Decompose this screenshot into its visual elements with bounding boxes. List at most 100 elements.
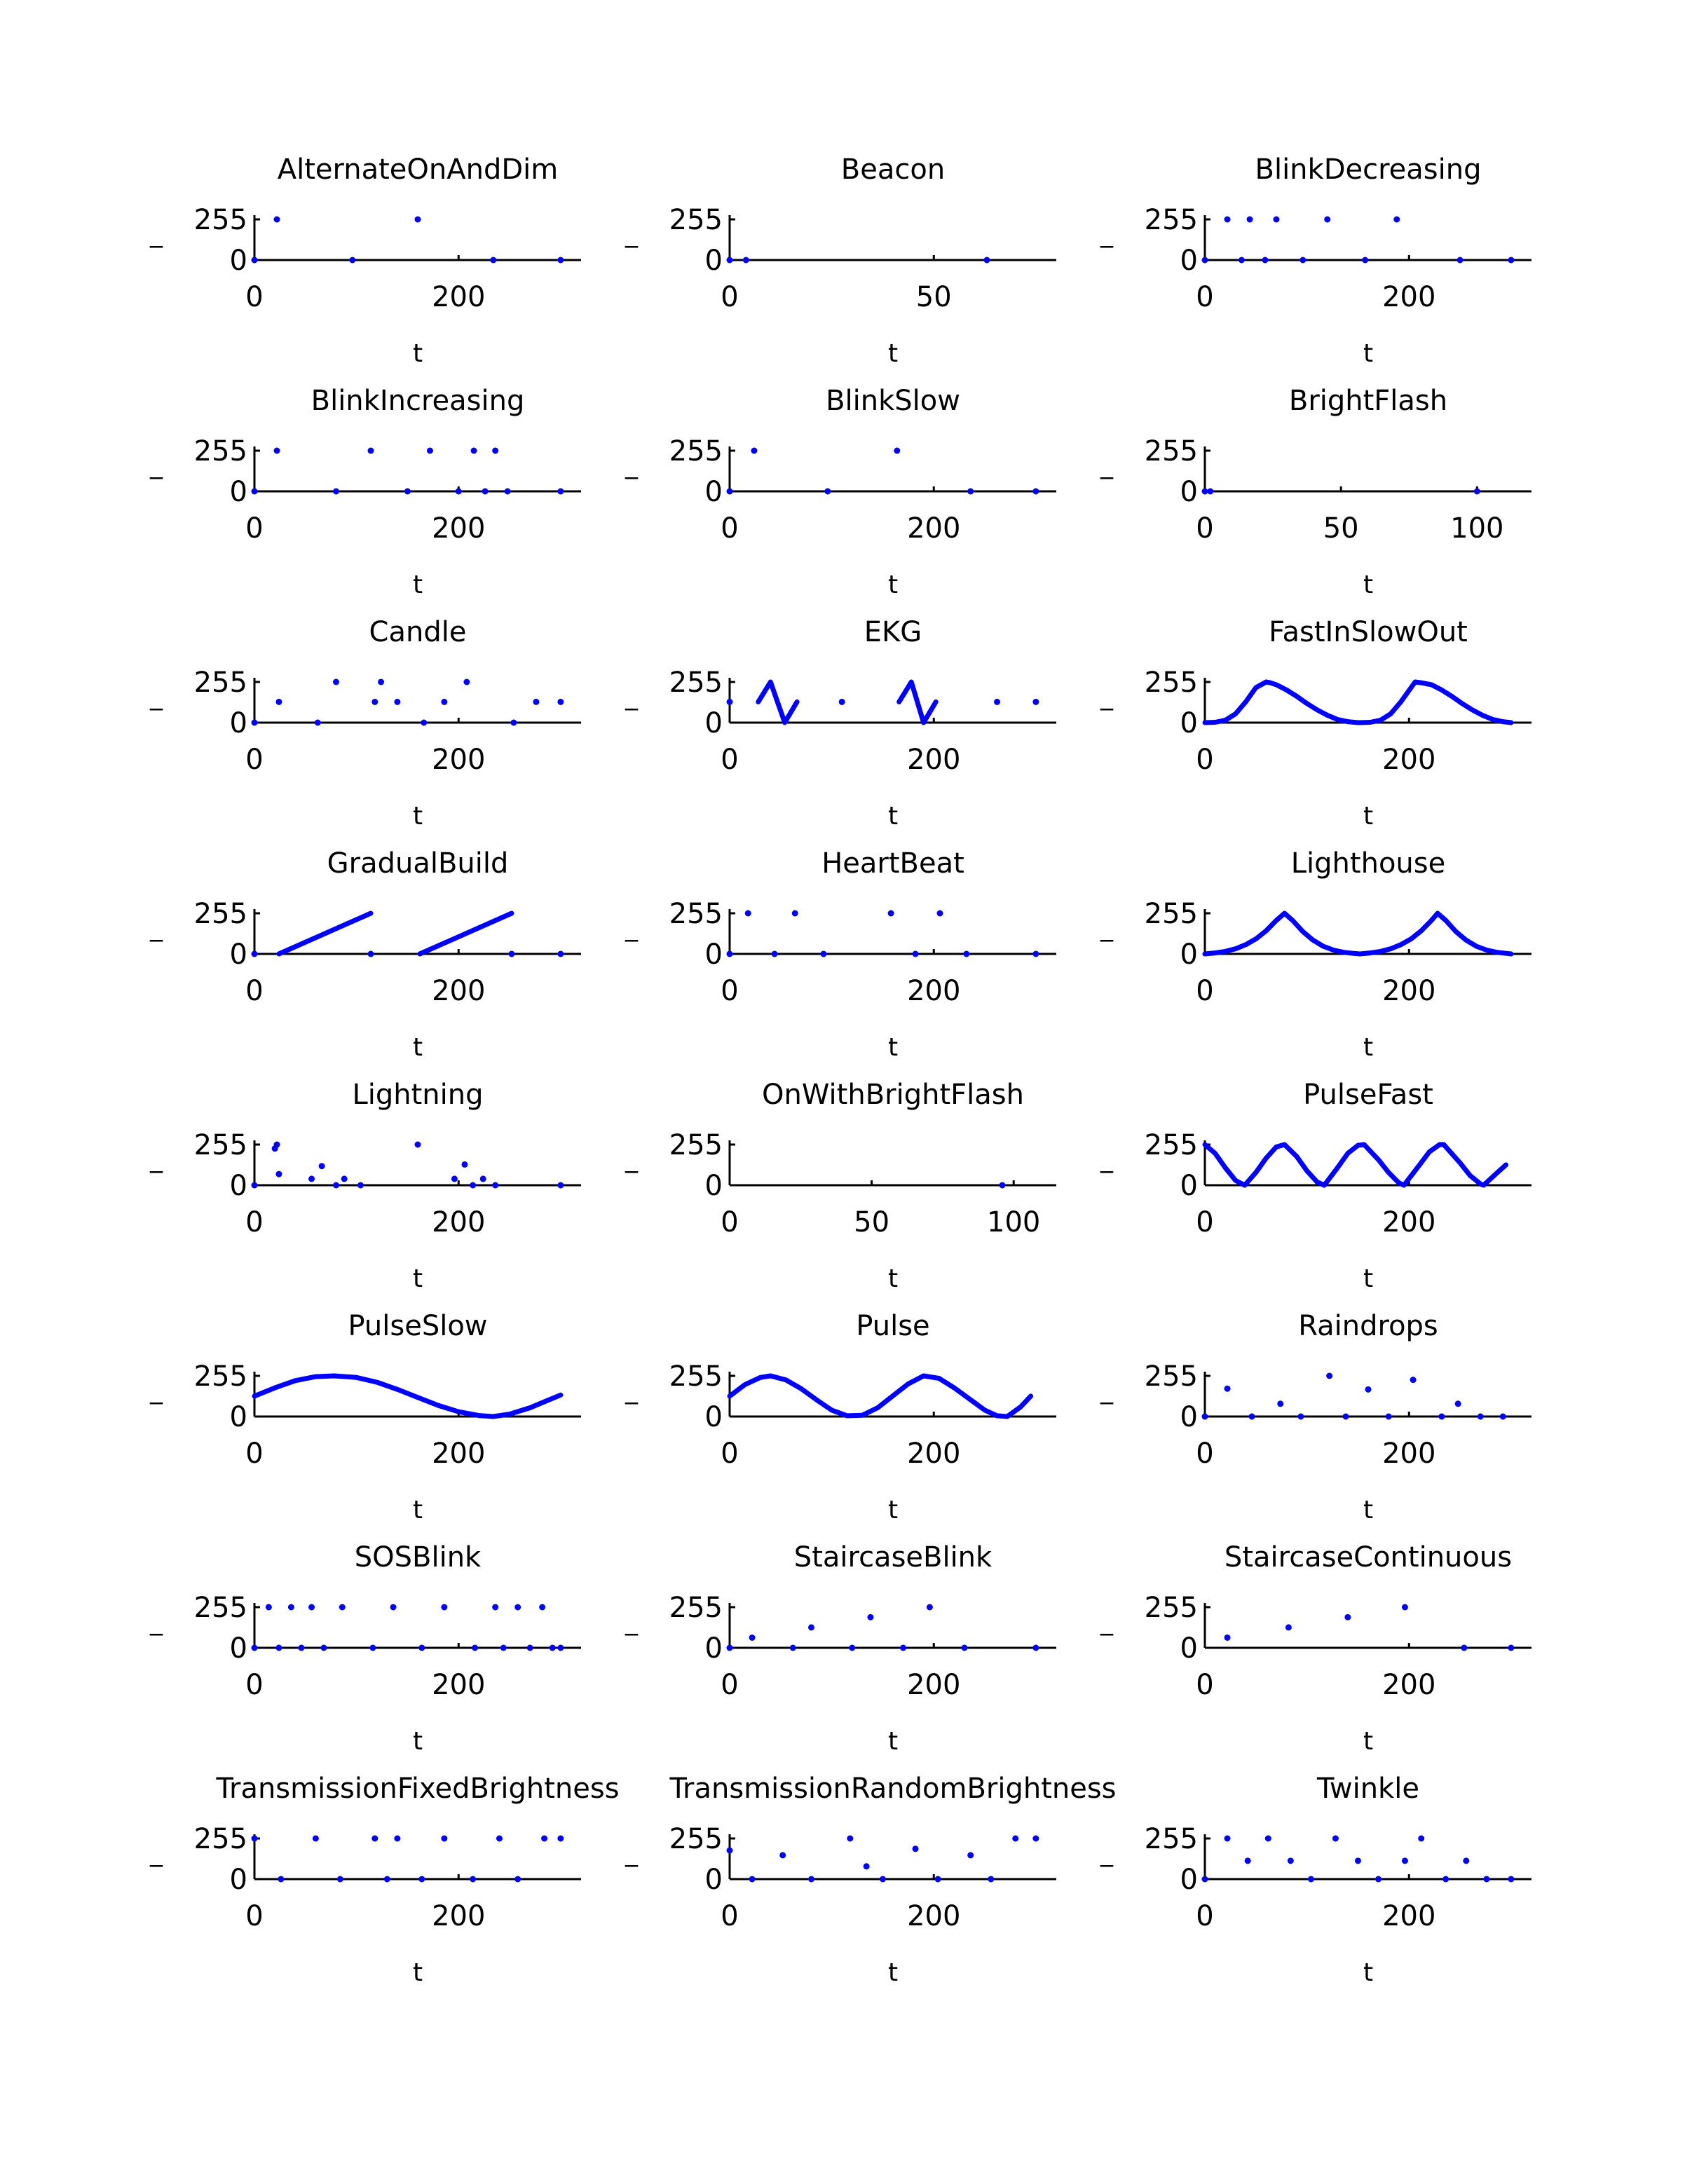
x-tick-label: 200 [432, 1438, 485, 1470]
data-point [287, 1604, 294, 1611]
data-point [308, 1604, 315, 1611]
data-point [320, 1644, 327, 1651]
data-point [791, 910, 798, 917]
data-point [1508, 1876, 1515, 1883]
x-tick-label: 0 [721, 281, 738, 313]
x-axis-label: t [1363, 339, 1373, 368]
y-tick-label: 0 [230, 707, 247, 739]
y-tick-label: 0 [705, 1170, 723, 1202]
x-axis-label: t [888, 1033, 898, 1062]
data-point [441, 698, 448, 705]
data-point [479, 1175, 486, 1182]
x-axis-label: t [888, 1727, 898, 1756]
y-axis-label: _ [149, 1838, 163, 1867]
data-point [278, 1876, 285, 1883]
series-line-1 [727, 1373, 1034, 1419]
data-point [1326, 1372, 1333, 1379]
y-tick-label: 0 [1180, 1401, 1198, 1433]
x-tick-label: 200 [907, 744, 960, 776]
data-point [500, 1644, 507, 1651]
data-point [539, 1604, 546, 1611]
data-point [867, 1613, 874, 1620]
panel-StaircaseBlink: StaircaseBlink 0 255 0 200 _t [625, 1541, 1056, 1756]
data-point [1248, 1413, 1255, 1420]
data-point [967, 488, 974, 495]
data-point [251, 488, 258, 495]
data-point [1457, 257, 1464, 264]
panel-Lighthouse: Lighthouse 0 255 0 200 _t [1100, 847, 1531, 1062]
data-point [1463, 1857, 1470, 1864]
panel-BlinkIncreasing: BlinkIncreasing 0 255 0 200 _t [149, 385, 581, 599]
panel-title: OnWithBrightFlash [762, 1079, 1024, 1111]
panel-OnWithBrightFlash: OnWithBrightFlash 0 255 0 50 100 _t [625, 1079, 1056, 1293]
x-tick-label: 200 [907, 975, 960, 1007]
data-point [318, 1163, 325, 1170]
y-tick-label: 255 [194, 204, 247, 236]
panel-BlinkDecreasing: BlinkDecreasing 0 255 0 200 _t [1100, 153, 1531, 368]
panel-FastInSlowOut: FastInSlowOut 0 255 0 200 _t [1100, 616, 1531, 831]
data-point [1362, 257, 1369, 264]
panel-title: BlinkIncreasing [311, 385, 525, 417]
data-point [1499, 1413, 1506, 1420]
data-point [1461, 1644, 1468, 1651]
panel-title: PulseSlow [348, 1310, 487, 1342]
data-point [418, 1644, 425, 1651]
data-point [333, 488, 339, 495]
y-tick-label: 255 [1145, 1592, 1198, 1624]
x-tick-label: 0 [1196, 1669, 1213, 1701]
series-line-2 [896, 679, 939, 725]
data-point [1438, 1413, 1445, 1420]
data-point [789, 1644, 796, 1651]
x-axis-label: t [888, 571, 898, 599]
data-point [912, 1845, 919, 1852]
data-point [314, 719, 321, 726]
data-point [779, 1852, 786, 1859]
y-tick-label: 255 [194, 435, 247, 467]
data-point [492, 447, 499, 454]
y-tick-label: 0 [705, 476, 723, 508]
y-axis-label: _ [149, 451, 163, 479]
x-tick-label: 100 [987, 1206, 1040, 1238]
x-axis-label: t [413, 1264, 423, 1293]
data-point [1244, 1857, 1251, 1864]
y-axis-label: _ [149, 913, 163, 942]
y-tick-label: 255 [1145, 667, 1198, 699]
data-point [251, 950, 258, 957]
panel-title: Lighthouse [1291, 847, 1445, 880]
series-line-2 [1357, 910, 1514, 957]
y-tick-label: 255 [669, 1360, 723, 1393]
data-point [275, 1171, 282, 1178]
data-point [749, 1876, 756, 1883]
y-axis-label: _ [625, 1838, 639, 1867]
panel-BlinkSlow: BlinkSlow 0 255 0 200 _t [625, 385, 1056, 599]
data-point [557, 1644, 564, 1651]
data-point [1354, 1857, 1361, 1864]
panel-SOSBlink: SOSBlink 0 255 0 200 _t [149, 1541, 581, 1756]
y-tick-label: 0 [1180, 707, 1198, 739]
y-axis-label: _ [149, 1376, 163, 1405]
x-tick-label: 0 [1196, 281, 1213, 313]
data-point [463, 678, 470, 685]
data-point [461, 1161, 468, 1168]
data-point [751, 447, 758, 454]
panel-title: Lightning [352, 1079, 483, 1111]
data-point [771, 950, 778, 957]
data-point [808, 1624, 814, 1631]
x-tick-label: 200 [432, 975, 485, 1007]
x-tick-label: 200 [1382, 1900, 1435, 1932]
data-point [912, 950, 919, 957]
y-axis-label: _ [149, 682, 163, 711]
y-tick-label: 255 [1145, 1360, 1198, 1393]
data-point [1342, 1413, 1349, 1420]
panel-title: EKG [864, 616, 922, 648]
panel-TransmissionRandomBrightness: TransmissionRandomBrightness 0 255 0 200 _t [625, 1773, 1117, 1987]
data-point [1393, 216, 1400, 223]
y-tick-label: 255 [669, 1823, 723, 1855]
data-point [863, 1863, 870, 1870]
x-axis-label: t [413, 1033, 423, 1062]
x-tick-label: 0 [1196, 975, 1213, 1007]
panel-Candle: Candle 0 255 0 200 _t [149, 616, 581, 831]
panel-EKG: EKG 0 255 0 200 _t [625, 616, 1056, 831]
data-point [726, 257, 733, 264]
